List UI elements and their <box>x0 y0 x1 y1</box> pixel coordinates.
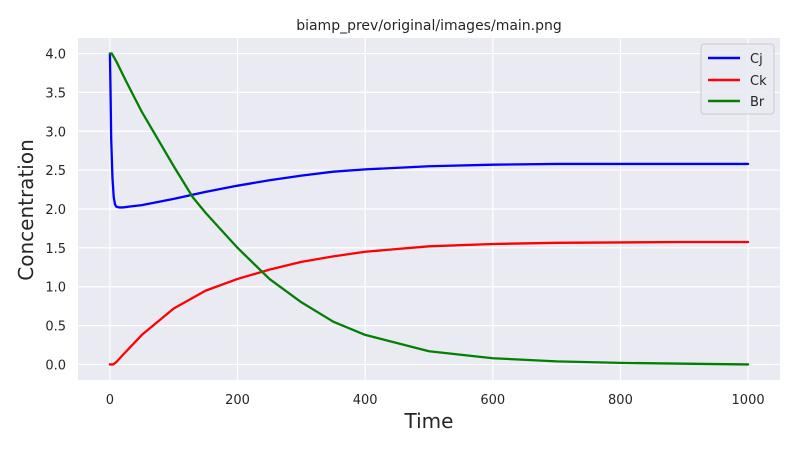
y-axis-ticks: 0.0 0.5 1.0 1.5 2.0 2.5 3.0 3.5 4.0 <box>45 48 66 374</box>
x-tick-label: 800 <box>608 393 633 408</box>
y-tick-label: 3.0 <box>45 125 66 140</box>
y-tick-label: 2.0 <box>45 203 66 218</box>
y-tick-label: 2.5 <box>45 164 66 179</box>
x-tick-label: 400 <box>353 393 378 408</box>
legend-label-ck: Ck <box>750 74 767 89</box>
x-axis-label: Time <box>404 409 454 433</box>
x-tick-label: 1000 <box>732 393 765 408</box>
y-tick-label: 0.5 <box>45 320 66 335</box>
series-layer <box>108 52 750 366</box>
x-tick-label: 0 <box>106 393 114 408</box>
x-axis-ticks: 0 200 400 600 800 1000 <box>106 393 765 408</box>
y-tick-label: 0.0 <box>45 358 66 373</box>
legend-label-cj: Cj <box>750 52 763 67</box>
y-tick-label: 1.0 <box>45 281 66 296</box>
series-line-br <box>108 52 750 366</box>
x-tick-label: 600 <box>480 393 505 408</box>
legend-label-br: Br <box>750 95 765 110</box>
y-tick-label: 1.5 <box>45 242 66 257</box>
y-tick-label: 4.0 <box>45 48 66 63</box>
series-line-ck <box>108 240 750 366</box>
chart-title: biamp_prev/original/images/main.png <box>296 18 562 34</box>
legend: Cj Ck Br <box>700 43 775 115</box>
y-axis-label: Concentration <box>14 139 38 280</box>
x-tick-label: 200 <box>225 393 250 408</box>
series-line-cj <box>108 52 750 209</box>
y-tick-label: 3.5 <box>45 86 66 101</box>
